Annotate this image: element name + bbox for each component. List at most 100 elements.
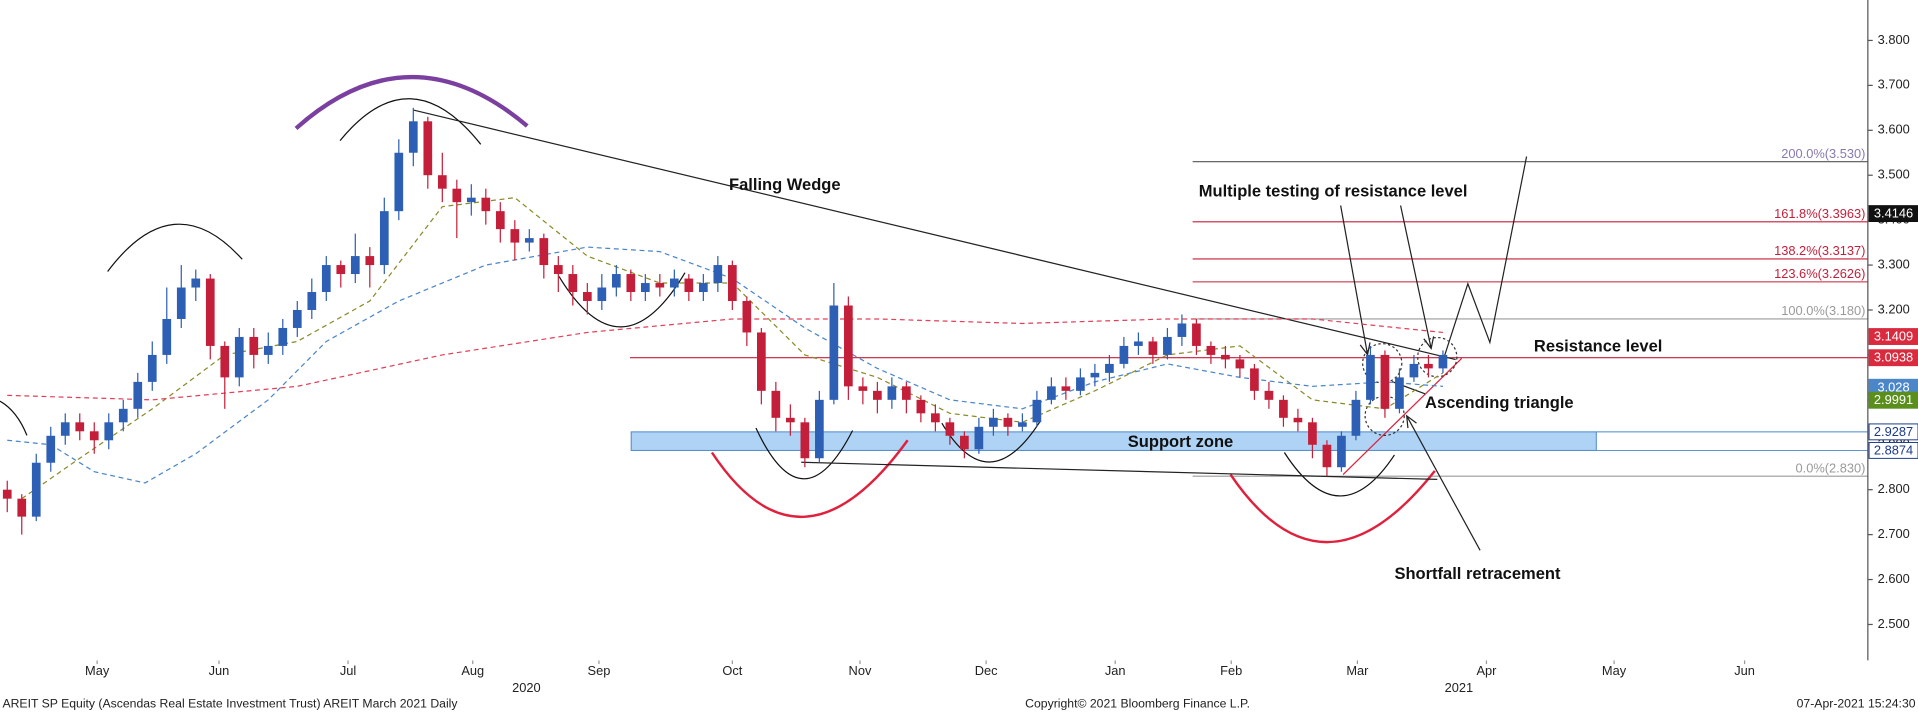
fib-label: 161.8%(3.3963) — [1774, 206, 1865, 221]
candle-body — [60, 422, 70, 436]
arc — [0, 400, 28, 436]
annotation: Ascending triangle — [1425, 394, 1574, 412]
y-tick-label: 2.700 — [1878, 526, 1910, 541]
candle-body — [89, 431, 99, 441]
arc — [294, 75, 529, 131]
y-tick-label: 3.600 — [1878, 122, 1910, 137]
candle-body — [1047, 386, 1056, 400]
candle-body — [1337, 435, 1346, 468]
y-tick-label: 3.300 — [1878, 256, 1910, 271]
price-tag-label: 3.1409 — [1874, 329, 1913, 344]
candle-body — [1192, 323, 1201, 346]
candle-body — [960, 435, 969, 450]
y-tick-label: 3.700 — [1878, 77, 1910, 92]
footer-right: 07-Apr-2021 15:24:30 — [1797, 697, 1916, 711]
candle-body — [655, 283, 665, 288]
price-tag — [1868, 349, 1918, 367]
candle-body — [844, 305, 853, 387]
candle-body — [873, 390, 882, 400]
candle-body — [263, 345, 273, 355]
y-tick-label: 3.500 — [1878, 167, 1910, 182]
arrow — [1405, 414, 1481, 551]
drawings — [0, 0, 1869, 661]
candle-body — [1409, 363, 1419, 378]
candle-body — [1380, 354, 1390, 409]
price-tag — [1868, 391, 1918, 409]
candle-body — [321, 265, 331, 293]
trend-line — [801, 461, 1438, 481]
candle-body — [1366, 354, 1375, 400]
fib-label: 100.0%(3.180) — [1781, 303, 1865, 318]
candle-body — [452, 188, 462, 203]
y-tick-label: 2.800 — [1878, 481, 1910, 496]
candle-body — [1134, 341, 1143, 346]
candle-body — [582, 292, 592, 302]
candle-body — [640, 283, 650, 293]
candle-body — [568, 274, 578, 293]
arc — [1229, 470, 1436, 544]
fib-label: 138.2%(3.3137) — [1774, 243, 1865, 258]
candle-body — [1148, 341, 1158, 355]
candle-body — [1221, 354, 1230, 360]
candle-body — [727, 265, 737, 302]
price-tag-label: 3.4146 — [1874, 206, 1913, 221]
candle-body — [292, 309, 302, 328]
candle-body — [539, 238, 549, 266]
candle-body — [1032, 399, 1042, 423]
candle-body — [611, 274, 621, 288]
price-tag — [1868, 423, 1918, 441]
candle-body — [1424, 363, 1433, 369]
year-label: 2020 — [512, 680, 541, 695]
candle-body — [278, 327, 288, 346]
x-tick-label: May — [1602, 663, 1627, 678]
candle-body — [786, 417, 795, 423]
candle-body — [713, 265, 723, 284]
price-tag-label: 3.0938 — [1874, 350, 1913, 365]
candle-body — [249, 336, 259, 355]
year-label: 2021 — [1445, 680, 1474, 695]
arc — [755, 427, 854, 480]
arc — [710, 439, 909, 518]
candle-body — [1264, 390, 1274, 400]
candle-body — [974, 426, 984, 450]
fib-label: 123.6%(3.2626) — [1774, 266, 1865, 281]
candle-body — [742, 301, 752, 333]
candle-body — [1351, 399, 1361, 436]
x-tick-label: Feb — [1220, 663, 1242, 678]
x-tick-label: Jun — [1734, 663, 1755, 678]
candle-body — [162, 318, 172, 355]
y-tick-label: 3.800 — [1878, 32, 1910, 47]
candle-body — [887, 386, 897, 400]
candle-body — [1235, 359, 1245, 369]
candle-body — [1438, 354, 1448, 369]
arrow — [1340, 205, 1371, 357]
moving-average — [21, 197, 1444, 500]
y-tick-label: 2.500 — [1878, 616, 1910, 631]
candle-body — [1119, 345, 1129, 364]
x-tick-label: Jan — [1105, 663, 1126, 678]
candle-body — [1163, 336, 1172, 355]
projection — [1440, 156, 1528, 368]
x-tick-label: Mar — [1346, 663, 1369, 678]
y-tick-label: 2.600 — [1878, 571, 1910, 586]
candle-body — [220, 345, 230, 378]
candle-body — [989, 417, 998, 427]
candle-body — [350, 256, 360, 275]
candle-body — [524, 238, 534, 243]
annotation: Support zone — [1128, 433, 1233, 451]
price-tag-label: 2.9991 — [1874, 392, 1913, 407]
arc — [339, 98, 482, 145]
candle-body — [945, 422, 955, 436]
candle-body — [2, 489, 12, 499]
candle-body — [1279, 399, 1288, 418]
x-tick-label: May — [85, 663, 110, 678]
price-tag-label: 3.028 — [1877, 379, 1909, 394]
candle-body — [1322, 444, 1332, 468]
candle-body — [147, 354, 157, 382]
x-tick-label: Jul — [340, 663, 356, 678]
candle-body — [394, 152, 404, 212]
x-tick-label: Apr — [1476, 663, 1497, 678]
footer-left: AREIT SP Equity (Ascendas Real Estate In… — [2, 697, 458, 711]
